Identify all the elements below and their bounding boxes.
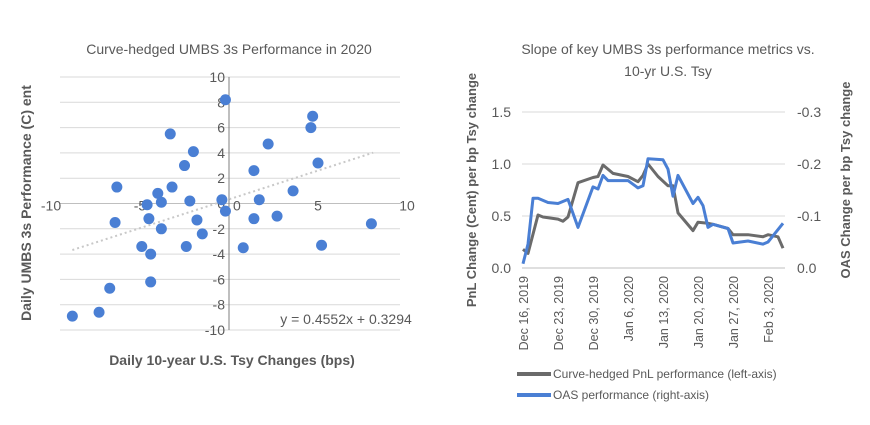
x-tick-label: Dec 30, 2019 bbox=[587, 276, 601, 350]
y-tick-label: -2 bbox=[213, 221, 226, 237]
data-point bbox=[145, 276, 157, 288]
y-tick-label: 6 bbox=[217, 120, 225, 136]
data-point bbox=[262, 138, 274, 150]
data-point bbox=[216, 194, 228, 206]
series-line-oas bbox=[521, 157, 785, 265]
x-tick-label: -10 bbox=[41, 198, 61, 214]
series-line-pnl bbox=[522, 162, 785, 255]
right-y-tick-label: -0.3 bbox=[797, 104, 821, 120]
line-chart: Slope of key UMBS 3s performance metrics… bbox=[464, 41, 853, 402]
data-point bbox=[253, 194, 265, 206]
x-tick-label: Jan 13, 2020 bbox=[657, 276, 671, 348]
data-point bbox=[143, 213, 155, 225]
data-point bbox=[180, 241, 192, 253]
y-tick-label: 2 bbox=[217, 170, 225, 186]
legend-label-pnl: Curve-hedged PnL performance (left-axis) bbox=[553, 367, 777, 381]
left-y-tick-label: 1.0 bbox=[492, 156, 512, 172]
data-point bbox=[271, 210, 283, 222]
data-point bbox=[187, 146, 199, 158]
legend-item-oas: OAS performance (right-axis) bbox=[517, 388, 709, 402]
data-point bbox=[184, 195, 196, 207]
x-tick-label: Jan 20, 2020 bbox=[692, 276, 706, 348]
x-tick-label: Dec 23, 2019 bbox=[552, 276, 566, 350]
left-y-tick-label: 0.0 bbox=[492, 260, 512, 276]
x-tick-label: Jan 27, 2020 bbox=[727, 276, 741, 348]
data-point bbox=[109, 216, 121, 228]
right-y-tick-label: -0.1 bbox=[797, 208, 821, 224]
data-point bbox=[312, 157, 324, 169]
data-point bbox=[365, 218, 377, 230]
scatter-title: Curve-hedged UMBS 3s Performance in 2020 bbox=[86, 41, 372, 57]
line-title-line-1: Slope of key UMBS 3s performance metrics… bbox=[521, 41, 814, 57]
data-point bbox=[111, 181, 123, 193]
legend-label-oas: OAS performance (right-axis) bbox=[553, 388, 709, 402]
y-tick-label: -4 bbox=[213, 246, 226, 262]
data-point bbox=[305, 122, 317, 134]
data-point bbox=[219, 94, 231, 106]
data-point bbox=[196, 228, 208, 240]
data-point bbox=[191, 214, 203, 226]
data-point bbox=[166, 181, 178, 193]
left-y-axis-label: PnL Change (Cent) per bp Tsy change bbox=[464, 73, 479, 307]
scatter-x-axis-label: Daily 10-year U.S. Tsy Changes (bps) bbox=[109, 352, 355, 368]
legend: Curve-hedged PnL performance (left-axis)… bbox=[517, 367, 777, 402]
trendline-equation: y = 0.4552x + 0.3294 bbox=[280, 311, 412, 327]
data-point bbox=[248, 165, 260, 177]
data-point bbox=[248, 213, 260, 225]
data-point bbox=[136, 241, 148, 253]
x-tick-label: 5 bbox=[314, 198, 322, 214]
left-y-tick-label: 0.5 bbox=[492, 208, 512, 224]
data-point bbox=[179, 160, 190, 172]
y-tick-label: -6 bbox=[213, 271, 226, 287]
data-point bbox=[141, 199, 153, 211]
x-tick-label: Feb 3, 2020 bbox=[762, 276, 776, 343]
data-point bbox=[307, 110, 319, 122]
data-point bbox=[104, 282, 116, 294]
legend-item-pnl: Curve-hedged PnL performance (left-axis) bbox=[517, 367, 777, 381]
y-tick-label: 4 bbox=[217, 145, 225, 161]
line-title-line-2: 10-yr U.S. Tsy bbox=[624, 63, 712, 79]
data-point bbox=[152, 187, 164, 199]
data-point bbox=[155, 223, 167, 235]
right-y-tick-label: 0.0 bbox=[797, 260, 817, 276]
data-point bbox=[316, 239, 328, 251]
right-y-tick-label: -0.2 bbox=[797, 156, 821, 172]
data-point bbox=[164, 128, 176, 140]
data-point bbox=[66, 310, 78, 322]
scatter-chart: Curve-hedged UMBS 3s Performance in 2020… bbox=[18, 41, 415, 368]
x-tick-label: 0 bbox=[233, 198, 241, 214]
data-point bbox=[237, 242, 249, 254]
data-point bbox=[155, 196, 167, 208]
scatter-y-axis-label: Daily UMBS 3s Performance (C) ent bbox=[18, 85, 34, 321]
x-tick-label: Dec 16, 2019 bbox=[517, 276, 531, 350]
data-point bbox=[287, 185, 299, 197]
x-tick-label: 10 bbox=[399, 198, 415, 214]
data-point bbox=[145, 248, 157, 260]
data-point bbox=[93, 306, 105, 318]
data-point bbox=[219, 205, 231, 217]
x-tick-label: Jan 6, 2020 bbox=[622, 276, 636, 341]
y-tick-label: -10 bbox=[205, 322, 225, 338]
y-tick-label: -8 bbox=[213, 297, 226, 313]
right-y-axis-label: OAS Change per bp Tsy change bbox=[838, 82, 853, 279]
left-y-tick-label: 1.5 bbox=[492, 104, 512, 120]
y-tick-label: 10 bbox=[209, 69, 225, 85]
